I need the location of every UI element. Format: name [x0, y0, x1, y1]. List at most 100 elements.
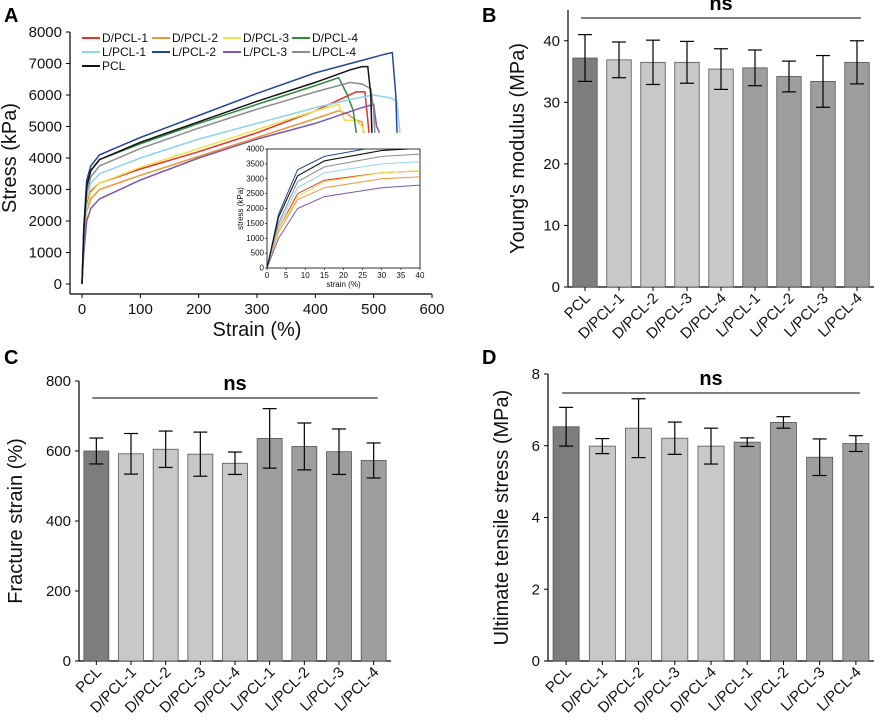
y-tick-label: 20 [543, 156, 560, 173]
bar [326, 451, 352, 662]
panel-label: D [482, 347, 496, 369]
y-tick-label: 3000 [29, 182, 62, 199]
y-tick-label: 0 [63, 653, 71, 670]
inset-y-tick-label: 4000 [246, 145, 264, 154]
inset-y-tick-label: 3000 [246, 174, 264, 183]
y-tick-label: 0 [552, 279, 560, 296]
inset-curve-d-pcl-2 [267, 176, 420, 268]
x-tick-label: 300 [244, 301, 269, 318]
y-tick-label: 1000 [29, 245, 62, 262]
legend-label: D/PCL-4 [312, 31, 358, 45]
y-tick-label: 10 [543, 217, 560, 234]
inset-x-tick-label: 0 [265, 271, 270, 280]
legend-label: L/PCL-1 [102, 45, 146, 59]
y-tick-label: 6000 [29, 87, 62, 104]
legend-label: PCL [102, 59, 126, 73]
y-tick-label: 2000 [29, 213, 62, 230]
bar [118, 453, 144, 662]
bar [674, 61, 700, 288]
y-tick-label: 200 [46, 583, 71, 600]
curve-l-pcl-1 [81, 94, 401, 285]
bar [742, 67, 768, 288]
inset-x-tick-label: 10 [301, 271, 310, 280]
x-tick-label: 400 [303, 301, 328, 318]
significance-label: ns [699, 368, 722, 390]
inset-curve-l-pcl-3 [267, 184, 420, 268]
bar [844, 61, 870, 288]
y-tick-label: 8000 [29, 24, 62, 41]
inset-x-tick-label: 35 [396, 271, 405, 280]
bar [640, 61, 666, 288]
bar [187, 453, 214, 662]
bar [606, 59, 632, 288]
x-tick-label: 200 [186, 301, 211, 318]
legend-label: D/PCL-1 [102, 31, 148, 45]
bar [770, 422, 797, 662]
inset-x-tick-label: 25 [358, 271, 367, 280]
y-tick-label: 0 [54, 276, 62, 293]
legend-label: D/PCL-2 [172, 31, 218, 45]
bar [222, 462, 248, 662]
curve-pcl [81, 65, 373, 285]
inset-curve-l-pcl-4 [267, 153, 420, 268]
curve-l-pcl-2 [81, 51, 398, 285]
inset-y-tick-label: 2500 [246, 189, 264, 198]
y-axis-title: Stress (kPa) [0, 103, 21, 213]
y-axis-title: Ultimate tensile stress (MPa) [491, 390, 513, 646]
bar [697, 445, 725, 662]
panel-label: B [482, 5, 496, 27]
bar [661, 437, 689, 662]
inset-curve-l-pcl-1 [267, 161, 420, 268]
y-axis-title: Young's modulus (MPa) [507, 43, 529, 254]
bar [708, 68, 734, 288]
panel-label: C [4, 347, 18, 369]
y-tick-label: 2 [532, 581, 540, 598]
inset-y-tick-label: 1500 [246, 219, 264, 228]
inset-x-tick-label: 15 [320, 271, 329, 280]
x-tick-label: 500 [361, 301, 386, 318]
x-tick-label: 0 [78, 301, 86, 318]
y-tick-label: 4 [532, 510, 540, 527]
inset-x-tick-label: 30 [377, 271, 386, 280]
y-axis-title: Fracture strain (%) [5, 438, 27, 604]
legend-label: L/PCL-3 [243, 45, 287, 59]
y-tick-label: 0 [532, 653, 540, 670]
inset-x-axis-title: strain (%) [326, 280, 361, 289]
inset-x-tick-label: 40 [416, 271, 425, 280]
significance-label: ns [709, 0, 732, 15]
bar [810, 81, 836, 288]
inset-curve-d-pcl-3 [267, 170, 420, 268]
x-tick-label: 600 [419, 301, 444, 318]
y-tick-label: 400 [46, 513, 71, 530]
bar [256, 437, 283, 662]
inset-chart: 0 500 1000 1500 2000 2500 3000 3500 4000 0 5 10 15 20… [236, 145, 425, 290]
y-tick-label: 30 [543, 94, 560, 111]
legend-label: L/PCL-4 [312, 45, 356, 59]
bar [572, 57, 598, 288]
inset-y-tick-label: 0 [260, 264, 265, 273]
x-tick-label: 100 [128, 301, 153, 318]
bar [291, 446, 318, 662]
bar [776, 76, 802, 288]
inset-y-tick-label: 500 [251, 249, 265, 258]
x-axis-title: Strain (%) [213, 319, 302, 341]
bar [588, 445, 616, 662]
legend-label: D/PCL-3 [243, 31, 289, 45]
bar [360, 460, 387, 662]
inset-curve-l-pcl-2 [267, 149, 369, 268]
inset-curve-pcl [267, 149, 415, 268]
y-tick-label: 800 [46, 373, 71, 390]
y-tick-label: 7000 [29, 56, 62, 73]
inset-y-axis-title: stress (kPa) [236, 187, 245, 230]
bar [842, 443, 870, 662]
bar [625, 427, 652, 662]
significance-label: ns [223, 373, 246, 395]
bar [552, 426, 580, 662]
bar [733, 441, 761, 662]
y-tick-label: 4000 [29, 150, 62, 167]
inset-y-tick-label: 1000 [246, 234, 264, 243]
